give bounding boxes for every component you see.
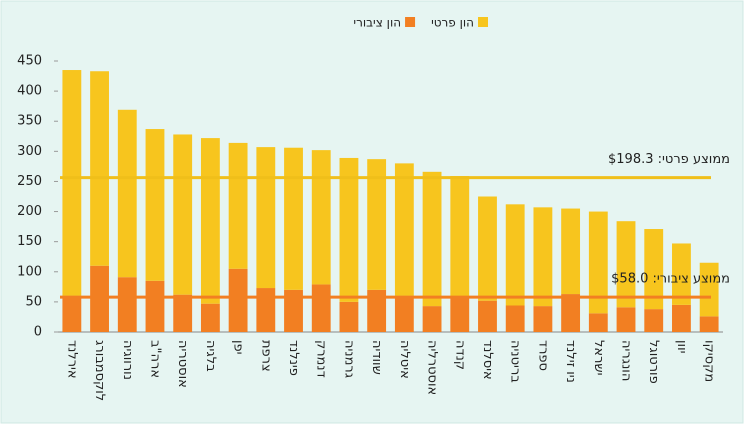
- x-tick-label: בלגיה: [203, 340, 218, 372]
- y-tick-label: 0: [34, 325, 42, 340]
- y-tick-label: 300: [17, 144, 42, 159]
- legend-label: הון ציבורי: [353, 16, 401, 30]
- bar-segment: [588, 313, 608, 332]
- bar-segment: [284, 147, 303, 290]
- bar-segment: [90, 265, 109, 332]
- bar-segment: [173, 134, 193, 295]
- x-tick-label: איסלנד: [480, 340, 495, 380]
- x-tick-label: איטליה: [397, 340, 412, 379]
- y-tick-label: 250: [17, 174, 42, 189]
- bar-segment: [672, 304, 691, 332]
- x-tick-label: שוודיה: [369, 340, 384, 375]
- bar-segment: [644, 229, 664, 310]
- y-tick-label: 450: [17, 54, 42, 69]
- x-tick-label: צרפת: [258, 340, 273, 372]
- annotation: ממוצע פרטי: $198.3: [608, 152, 730, 167]
- legend-label: הון פרטי: [431, 16, 474, 30]
- x-tick-label: ניו זילנד: [563, 340, 578, 383]
- bar-segment: [117, 277, 137, 332]
- annotation: ממוצע ציבורי: $58.0: [611, 272, 730, 287]
- bar-segment: [311, 284, 331, 332]
- y-tick-label: 200: [17, 204, 42, 219]
- x-tick-label: נורווגיה: [120, 340, 135, 380]
- bar-segment: [62, 70, 82, 296]
- bar-segment: [588, 211, 608, 314]
- x-tick-label: אירלנד: [64, 340, 79, 379]
- bar-segment: [256, 288, 276, 332]
- x-tick-label: מקסיקו: [702, 340, 717, 382]
- x-tick-label: פינלנד: [286, 340, 301, 376]
- bar-segment: [478, 300, 497, 332]
- bar-segment: [145, 280, 165, 332]
- x-tick-label: יוון: [674, 340, 689, 354]
- bar-segment: [505, 305, 525, 332]
- bar-segment: [311, 150, 331, 285]
- x-tick-label: ישראל: [591, 340, 606, 376]
- bar-segment: [394, 295, 414, 332]
- bar-segment: [200, 303, 220, 332]
- x-tick-label: אוסטרליה: [425, 340, 440, 395]
- bar-segment: [394, 163, 414, 296]
- x-tick-label: לוקסמבורג: [92, 340, 107, 401]
- bar-segment: [200, 138, 220, 304]
- bar-segment: [561, 294, 581, 332]
- legend-swatch: [478, 17, 488, 27]
- y-tick-label: 100: [17, 264, 42, 279]
- y-tick-label: 400: [17, 84, 42, 99]
- bar-segment: [450, 176, 470, 298]
- bar-segment: [644, 309, 664, 332]
- x-tick-label: דנמרק: [314, 340, 329, 378]
- bar-segment: [117, 109, 137, 278]
- bar-segment: [533, 207, 553, 307]
- bar-segment: [62, 295, 82, 332]
- bar-segment: [616, 221, 636, 308]
- x-tick-label: פורטוגל: [646, 340, 661, 384]
- bar-segment: [339, 301, 359, 332]
- x-tick-label: הונגריה: [619, 340, 634, 381]
- bar-segment: [367, 159, 387, 290]
- bar-segment: [284, 289, 303, 332]
- bar-segment: [478, 196, 497, 301]
- bar-segment: [699, 316, 719, 332]
- bar-segment: [145, 129, 165, 281]
- bar-segment: [367, 289, 387, 332]
- y-tick-label: 50: [25, 294, 42, 309]
- x-tick-label: יפן: [231, 340, 246, 355]
- bar-segment: [699, 262, 719, 317]
- x-tick-label: גרמניה: [341, 340, 356, 378]
- legend-swatch: [405, 17, 416, 27]
- bar-segment: [339, 157, 359, 302]
- x-tick-label: ספרד: [535, 340, 550, 371]
- y-tick-label: 350: [17, 114, 42, 129]
- x-tick-label: קנדה: [452, 340, 467, 370]
- bar-segment: [533, 306, 553, 332]
- y-tick-label: 150: [17, 234, 42, 249]
- bar-segment: [422, 306, 442, 332]
- x-tick-label: בריטניה: [508, 340, 523, 383]
- bar-segment: [228, 268, 248, 332]
- x-tick-label: אוסטריה: [175, 340, 190, 388]
- bar-segment: [256, 147, 276, 289]
- bar-segment: [672, 243, 691, 305]
- bar-segment: [616, 307, 636, 332]
- bar-segment: [450, 297, 470, 332]
- bar-segment: [505, 204, 525, 306]
- bar-segment: [173, 294, 193, 332]
- bar-segment: [90, 71, 109, 266]
- x-tick-label: ארה"ב: [147, 340, 162, 378]
- bar-segment: [561, 208, 581, 295]
- bar-segment: [422, 171, 442, 307]
- bar-segment: [228, 142, 248, 269]
